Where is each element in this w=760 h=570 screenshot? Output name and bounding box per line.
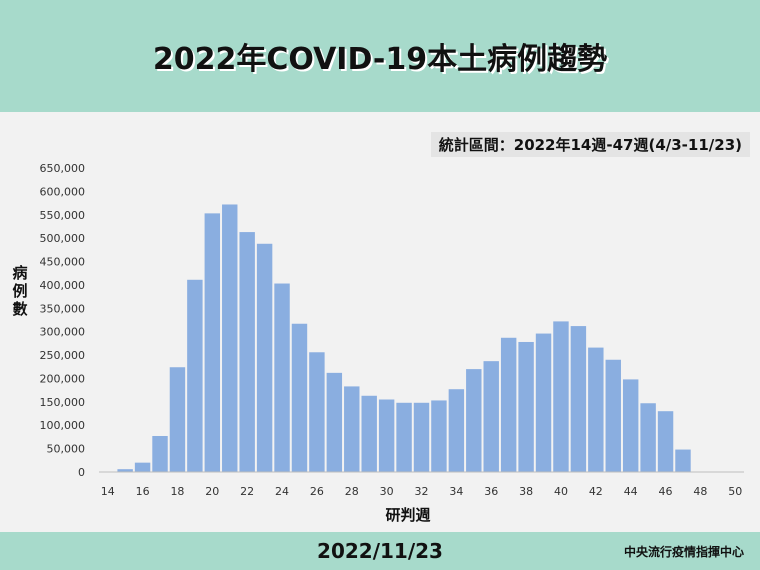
x-tick-label: 44	[624, 485, 638, 498]
bar-week-26	[309, 352, 325, 472]
bar-week-38	[518, 341, 534, 472]
bar-week-18	[169, 367, 186, 472]
x-tick-label: 30	[380, 485, 394, 498]
bar-week-35	[466, 369, 482, 472]
bar-week-36	[483, 361, 499, 472]
x-tick-label: 46	[659, 485, 673, 498]
bar-week-42	[588, 347, 604, 472]
y-tick-label: 400,000	[40, 279, 86, 292]
y-tick-label: 250,000	[40, 349, 86, 362]
bar-week-22	[239, 232, 255, 472]
bar-week-33	[431, 400, 447, 472]
bar-week-16	[134, 462, 151, 472]
x-tick-label: 22	[240, 485, 254, 498]
y-tick-label: 50,000	[47, 443, 86, 456]
x-tick-label: 24	[275, 485, 289, 498]
x-tick-label: 48	[693, 485, 707, 498]
bar-week-25	[291, 323, 308, 472]
y-tick-label: 350,000	[40, 302, 86, 315]
bar-week-39	[535, 333, 552, 472]
y-tick-label: 100,000	[40, 419, 86, 432]
y-axis-title: 病例數	[12, 264, 27, 318]
bar-week-47	[675, 449, 691, 472]
bar-week-17	[152, 435, 168, 472]
chart-title: 2022年COVID-19本土病例趨勢	[152, 42, 608, 77]
y-tick-label: 0	[78, 466, 85, 479]
y-tick-label: 650,000	[40, 162, 86, 175]
y-tick-label: 550,000	[40, 209, 86, 222]
bar-week-41	[570, 326, 587, 472]
bar-week-29	[361, 395, 377, 472]
bar-week-21	[222, 204, 238, 473]
footer-date: 2022/11/23	[317, 539, 443, 563]
y-tick-label: 200,000	[40, 372, 86, 385]
x-tick-label: 34	[449, 485, 463, 498]
x-tick-label: 14	[101, 485, 115, 498]
bar-week-23	[256, 243, 273, 472]
x-tick-label: 28	[345, 485, 359, 498]
period-label: 統計區間：2022年14週-47週(4/3-11/23)	[430, 132, 750, 157]
x-tick-label: 42	[589, 485, 603, 498]
bar-week-31	[396, 402, 412, 472]
bar-week-28	[344, 386, 360, 472]
bar-week-34	[448, 389, 465, 472]
bar-week-24	[274, 283, 290, 472]
bar-week-32	[413, 402, 430, 472]
y-tick-label: 450,000	[40, 256, 86, 269]
footer-organization: 中央流行疫情指揮中心	[623, 544, 744, 559]
bar-week-44	[622, 379, 639, 472]
header-band	[0, 0, 760, 112]
y-tick-label: 150,000	[40, 396, 86, 409]
bar-week-40	[553, 321, 569, 472]
bar-week-27	[326, 372, 343, 472]
footer-band	[0, 532, 760, 570]
bar-week-19	[187, 279, 203, 472]
x-tick-label: 32	[415, 485, 429, 498]
x-tick-label: 36	[484, 485, 498, 498]
x-axis-title: 研判週	[385, 506, 430, 524]
y-tick-label: 300,000	[40, 326, 86, 339]
x-tick-label: 50	[728, 485, 742, 498]
bar-week-37	[500, 337, 517, 472]
x-tick-label: 38	[519, 485, 533, 498]
x-tick-label: 18	[170, 485, 184, 498]
bar-week-43	[605, 359, 621, 472]
bar-week-46	[657, 411, 674, 472]
x-tick-label: 16	[136, 485, 150, 498]
bar-week-20	[204, 213, 221, 472]
bar-week-45	[640, 403, 656, 472]
x-tick-label: 20	[205, 485, 219, 498]
bar-week-15	[117, 469, 133, 472]
x-tick-label: 40	[554, 485, 568, 498]
y-tick-label: 500,000	[40, 232, 86, 245]
bar-week-30	[378, 399, 395, 472]
x-tick-label: 26	[310, 485, 324, 498]
y-tick-label: 600,000	[40, 185, 86, 198]
